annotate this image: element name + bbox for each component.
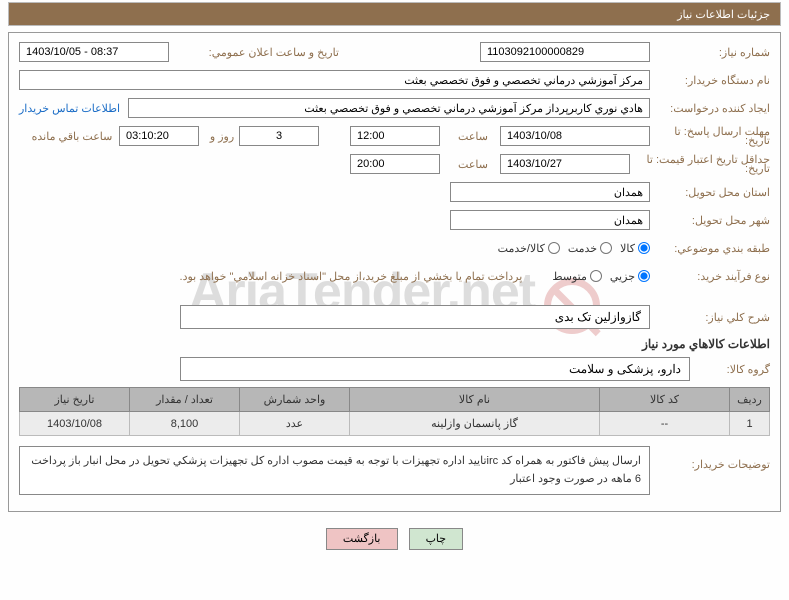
requester-label: ايجاد كننده درخواست: <box>650 102 770 115</box>
category-goods-service-radio[interactable] <box>548 242 560 254</box>
main-container: جزئيات اطلاعات نياز شماره نياز: تاريخ و … <box>8 2 781 554</box>
th-name: نام كالا <box>350 388 600 412</box>
process-label: نوع فرآيند خريد: <box>650 270 770 283</box>
goods-table: رديف كد كالا نام كالا واحد شمارش تعداد /… <box>19 387 770 436</box>
th-qty: تعداد / مقدار <box>130 388 240 412</box>
row-requester: ايجاد كننده درخواست: اطلاعات تماس خريدار <box>19 97 770 119</box>
row-response-deadline: مهلت ارسال پاسخ: تا تاريخ: ساعت روز و سا… <box>19 125 770 147</box>
td-qty: 8,100 <box>130 412 240 436</box>
td-name: گاز پانسمان وازلينه <box>350 412 600 436</box>
days-count-input[interactable] <box>239 126 319 146</box>
td-row: 1 <box>730 412 770 436</box>
buyer-desc-box[interactable]: ارسال پيش فاكتور به همراه كد ircتاييد اد… <box>19 446 650 495</box>
th-code: كد كالا <box>600 388 730 412</box>
buyer-contact-link[interactable]: اطلاعات تماس خريدار <box>19 102 120 115</box>
days-and-label: روز و <box>199 130 239 143</box>
goods-group-label: گروه كالا: <box>690 363 770 376</box>
th-need-date: تاريخ نياز <box>20 388 130 412</box>
response-date-input[interactable] <box>500 126 650 146</box>
category-goods-radio[interactable] <box>638 242 650 254</box>
need-number-label: شماره نياز: <box>650 46 770 59</box>
table-row: 1 -- گاز پانسمان وازلينه عدد 8,100 1403/… <box>20 412 770 436</box>
requester-input[interactable] <box>128 98 650 118</box>
price-validity-label: حداقل تاريخ اعتبار قيمت: تا تاريخ: <box>630 153 770 175</box>
buyer-org-input[interactable] <box>19 70 650 90</box>
process-medium[interactable]: متوسط <box>552 270 602 283</box>
row-process: نوع فرآيند خريد: جزيي متوسط پرداخت تمام … <box>19 265 770 287</box>
province-input[interactable] <box>450 182 650 202</box>
row-price-validity: حداقل تاريخ اعتبار قيمت: تا تاريخ: ساعت <box>19 153 770 175</box>
row-goods-group: گروه كالا: <box>19 357 770 381</box>
back-button[interactable]: بازگشت <box>326 528 398 550</box>
time-label-2: ساعت <box>440 158 500 171</box>
remaining-label: ساعت باقي مانده <box>19 130 119 143</box>
announce-datetime-label: تاريخ و ساعت اعلان عمومي: <box>169 46 339 59</box>
row-city: شهر محل تحويل: <box>19 209 770 231</box>
price-validity-date-input[interactable] <box>500 154 630 174</box>
category-goods[interactable]: كالا <box>620 242 650 255</box>
td-need-date: 1403/10/08 <box>20 412 130 436</box>
panel-header: جزئيات اطلاعات نياز <box>8 2 781 26</box>
row-need-number: شماره نياز: تاريخ و ساعت اعلان عمومي: <box>19 41 770 63</box>
process-small-radio[interactable] <box>638 270 650 282</box>
buyer-desc-label: توضيحات خريدار: <box>650 446 770 471</box>
time-label-1: ساعت <box>440 130 500 143</box>
button-row: چاپ بازگشت <box>8 520 781 554</box>
row-buyer-org: نام دستگاه خريدار: <box>19 69 770 91</box>
print-button[interactable]: چاپ <box>409 528 464 550</box>
city-label: شهر محل تحويل: <box>650 214 770 227</box>
province-label: استان محل تحويل: <box>650 186 770 199</box>
td-code: -- <box>600 412 730 436</box>
category-label: طبقه بندي موضوعي: <box>650 242 770 255</box>
th-row: رديف <box>730 388 770 412</box>
row-province: استان محل تحويل: <box>19 181 770 203</box>
row-need-summary: شرح كلي نياز: <box>19 305 770 329</box>
response-deadline-label: مهلت ارسال پاسخ: تا تاريخ: <box>650 125 770 147</box>
section-title: اطلاعات كالاهاي مورد نياز <box>19 337 770 351</box>
payment-note: پرداخت تمام يا بخشي از مبلغ خريد،از محل … <box>180 270 523 283</box>
need-sum-input[interactable] <box>180 305 650 329</box>
buyer-org-label: نام دستگاه خريدار: <box>650 74 770 87</box>
form-panel: شماره نياز: تاريخ و ساعت اعلان عمومي: نا… <box>8 32 781 512</box>
category-goods-service[interactable]: كالا/خدمت <box>498 242 560 255</box>
need-number-input[interactable] <box>480 42 650 62</box>
category-service-radio[interactable] <box>600 242 612 254</box>
panel-title: جزئيات اطلاعات نياز <box>677 9 770 21</box>
row-buyer-desc: توضيحات خريدار: ارسال پيش فاكتور به همرا… <box>19 446 770 495</box>
row-category: طبقه بندي موضوعي: كالا خدمت كالا/خدمت <box>19 237 770 259</box>
category-radio-group: كالا خدمت كالا/خدمت <box>498 242 650 255</box>
process-small[interactable]: جزيي <box>610 270 650 283</box>
goods-group-input[interactable] <box>180 357 690 381</box>
process-radio-group: جزيي متوسط <box>552 270 650 283</box>
response-time-input[interactable] <box>350 126 440 146</box>
table-header-row: رديف كد كالا نام كالا واحد شمارش تعداد /… <box>20 388 770 412</box>
category-service[interactable]: خدمت <box>568 242 612 255</box>
process-medium-radio[interactable] <box>590 270 602 282</box>
announce-datetime-input[interactable] <box>19 42 169 62</box>
countdown-input[interactable] <box>119 126 199 146</box>
th-unit: واحد شمارش <box>240 388 350 412</box>
price-validity-time-input[interactable] <box>350 154 440 174</box>
need-sum-label: شرح كلي نياز: <box>650 311 770 324</box>
city-input[interactable] <box>450 210 650 230</box>
td-unit: عدد <box>240 412 350 436</box>
